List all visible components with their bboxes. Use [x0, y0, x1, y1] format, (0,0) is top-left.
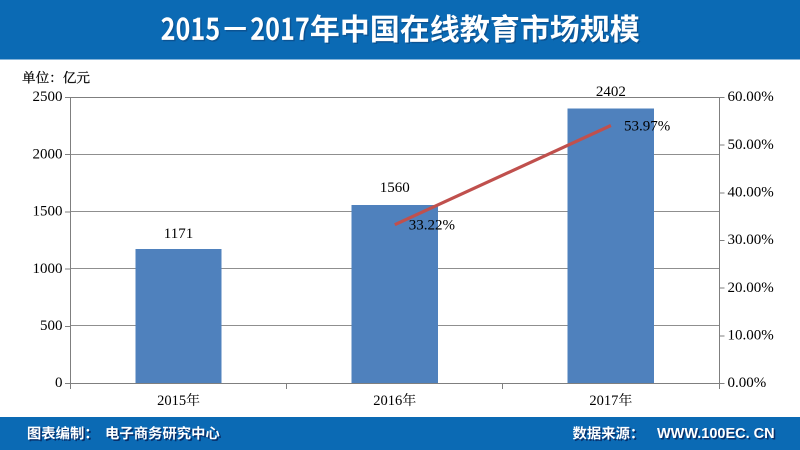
svg-text:40.00%: 40.00%	[728, 185, 774, 201]
svg-text:WWW.100EC. CN: WWW.100EC. CN	[657, 426, 775, 442]
svg-text:60.00%: 60.00%	[728, 89, 774, 105]
svg-text:2016: 2016	[373, 393, 402, 409]
svg-text:33.22%: 33.22%	[409, 218, 455, 234]
svg-text:2000: 2000	[33, 146, 63, 162]
svg-text:2402: 2402	[596, 84, 626, 100]
svg-text:2015: 2015	[157, 393, 186, 409]
svg-text:20.00%: 20.00%	[728, 280, 774, 296]
svg-text:10.00%: 10.00%	[728, 328, 774, 344]
svg-text:1000: 1000	[33, 261, 63, 277]
svg-text:1171: 1171	[164, 226, 193, 242]
svg-text:53.97%: 53.97%	[624, 119, 670, 135]
svg-text:50.00%: 50.00%	[728, 137, 774, 153]
svg-text:WWW.100EC. CN: WWW.100EC. CN	[659, 427, 777, 443]
svg-text:1560: 1560	[380, 180, 410, 196]
svg-text:30.00%: 30.00%	[728, 232, 774, 248]
svg-text:500: 500	[40, 318, 63, 334]
svg-text:2017: 2017	[589, 393, 618, 409]
svg-text:1500: 1500	[33, 204, 63, 220]
svg-text:0: 0	[55, 375, 63, 391]
svg-text:0.00%: 0.00%	[728, 375, 767, 391]
svg-text:2500: 2500	[33, 89, 63, 105]
